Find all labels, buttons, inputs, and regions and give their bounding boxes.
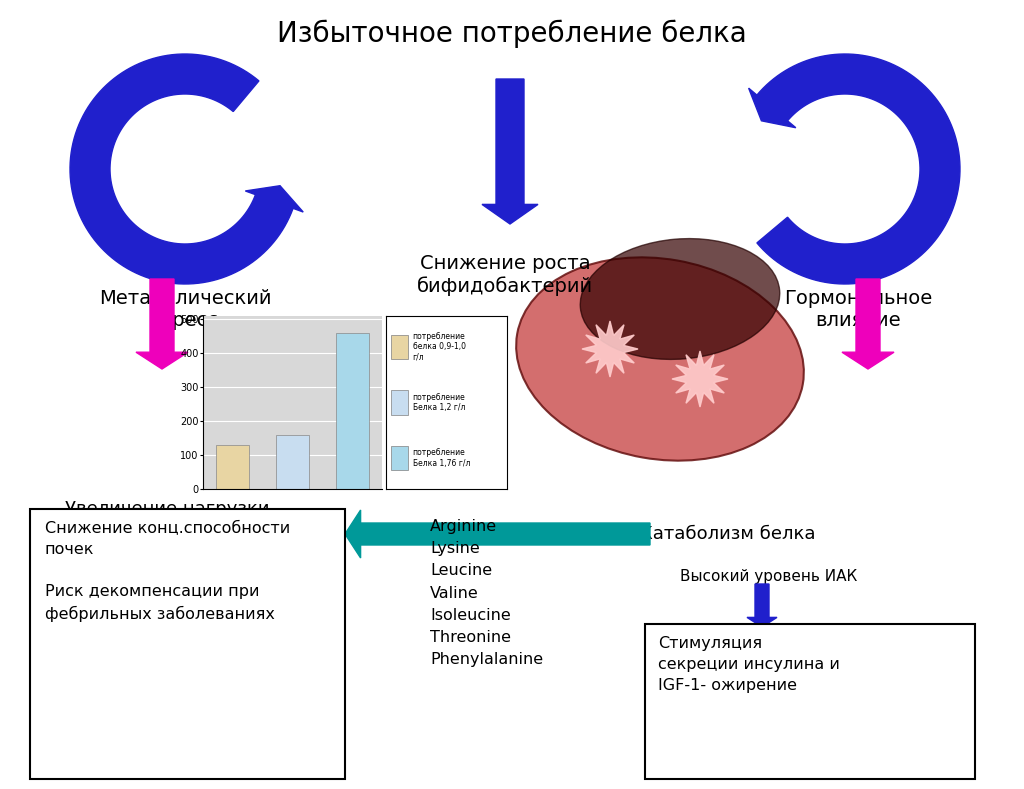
Polygon shape xyxy=(246,185,303,212)
Text: Arginine
Lysine
Leucine
Valine
Isoleucine
Threonine
Phenylalanine: Arginine Lysine Leucine Valine Isoleucin… xyxy=(430,519,543,667)
Ellipse shape xyxy=(516,257,804,461)
Bar xyxy=(216,445,249,489)
Text: потребление
Белка 1,2 г/л: потребление Белка 1,2 г/л xyxy=(413,393,465,412)
Text: потребление
белка 0,9-1,0
г/л: потребление белка 0,9-1,0 г/л xyxy=(413,332,466,361)
Bar xyxy=(275,435,309,489)
Polygon shape xyxy=(757,54,959,284)
Text: Снижение роста
бифидобактерий: Снижение роста бифидобактерий xyxy=(417,254,593,296)
Polygon shape xyxy=(345,510,650,558)
Polygon shape xyxy=(70,54,293,284)
Text: Увеличение нагрузки
на почки: Увеличение нагрузки на почки xyxy=(65,499,269,538)
Polygon shape xyxy=(672,351,728,407)
Ellipse shape xyxy=(581,238,779,360)
Text: Высокий уровень ИАК: Высокий уровень ИАК xyxy=(680,570,857,585)
Polygon shape xyxy=(136,279,188,369)
FancyBboxPatch shape xyxy=(30,509,345,779)
Polygon shape xyxy=(746,584,777,627)
FancyBboxPatch shape xyxy=(645,624,975,779)
Text: Метаболический
стресс: Метаболический стресс xyxy=(98,289,271,330)
Polygon shape xyxy=(582,321,638,377)
Text: Гормональное
влияние: Гормональное влияние xyxy=(784,289,932,330)
FancyBboxPatch shape xyxy=(391,446,408,470)
Polygon shape xyxy=(749,88,796,128)
Text: Избыточное потребление белка: Избыточное потребление белка xyxy=(278,20,746,48)
FancyBboxPatch shape xyxy=(391,335,408,359)
Bar xyxy=(336,333,369,489)
Text: Стимуляция
секреции инсулина и
IGF-1- ожирение: Стимуляция секреции инсулина и IGF-1- ож… xyxy=(658,636,840,693)
Text: Снижение конц.способности
почек

Риск декомпенсации при
фебрильных заболеваниях: Снижение конц.способности почек Риск дек… xyxy=(45,521,290,622)
Text: Катаболизм белка: Катаболизм белка xyxy=(640,525,815,543)
Text: потребление
Белка 1,76 г/л: потребление Белка 1,76 г/л xyxy=(413,448,470,468)
FancyBboxPatch shape xyxy=(391,391,408,414)
Polygon shape xyxy=(482,79,538,224)
Polygon shape xyxy=(842,279,894,369)
